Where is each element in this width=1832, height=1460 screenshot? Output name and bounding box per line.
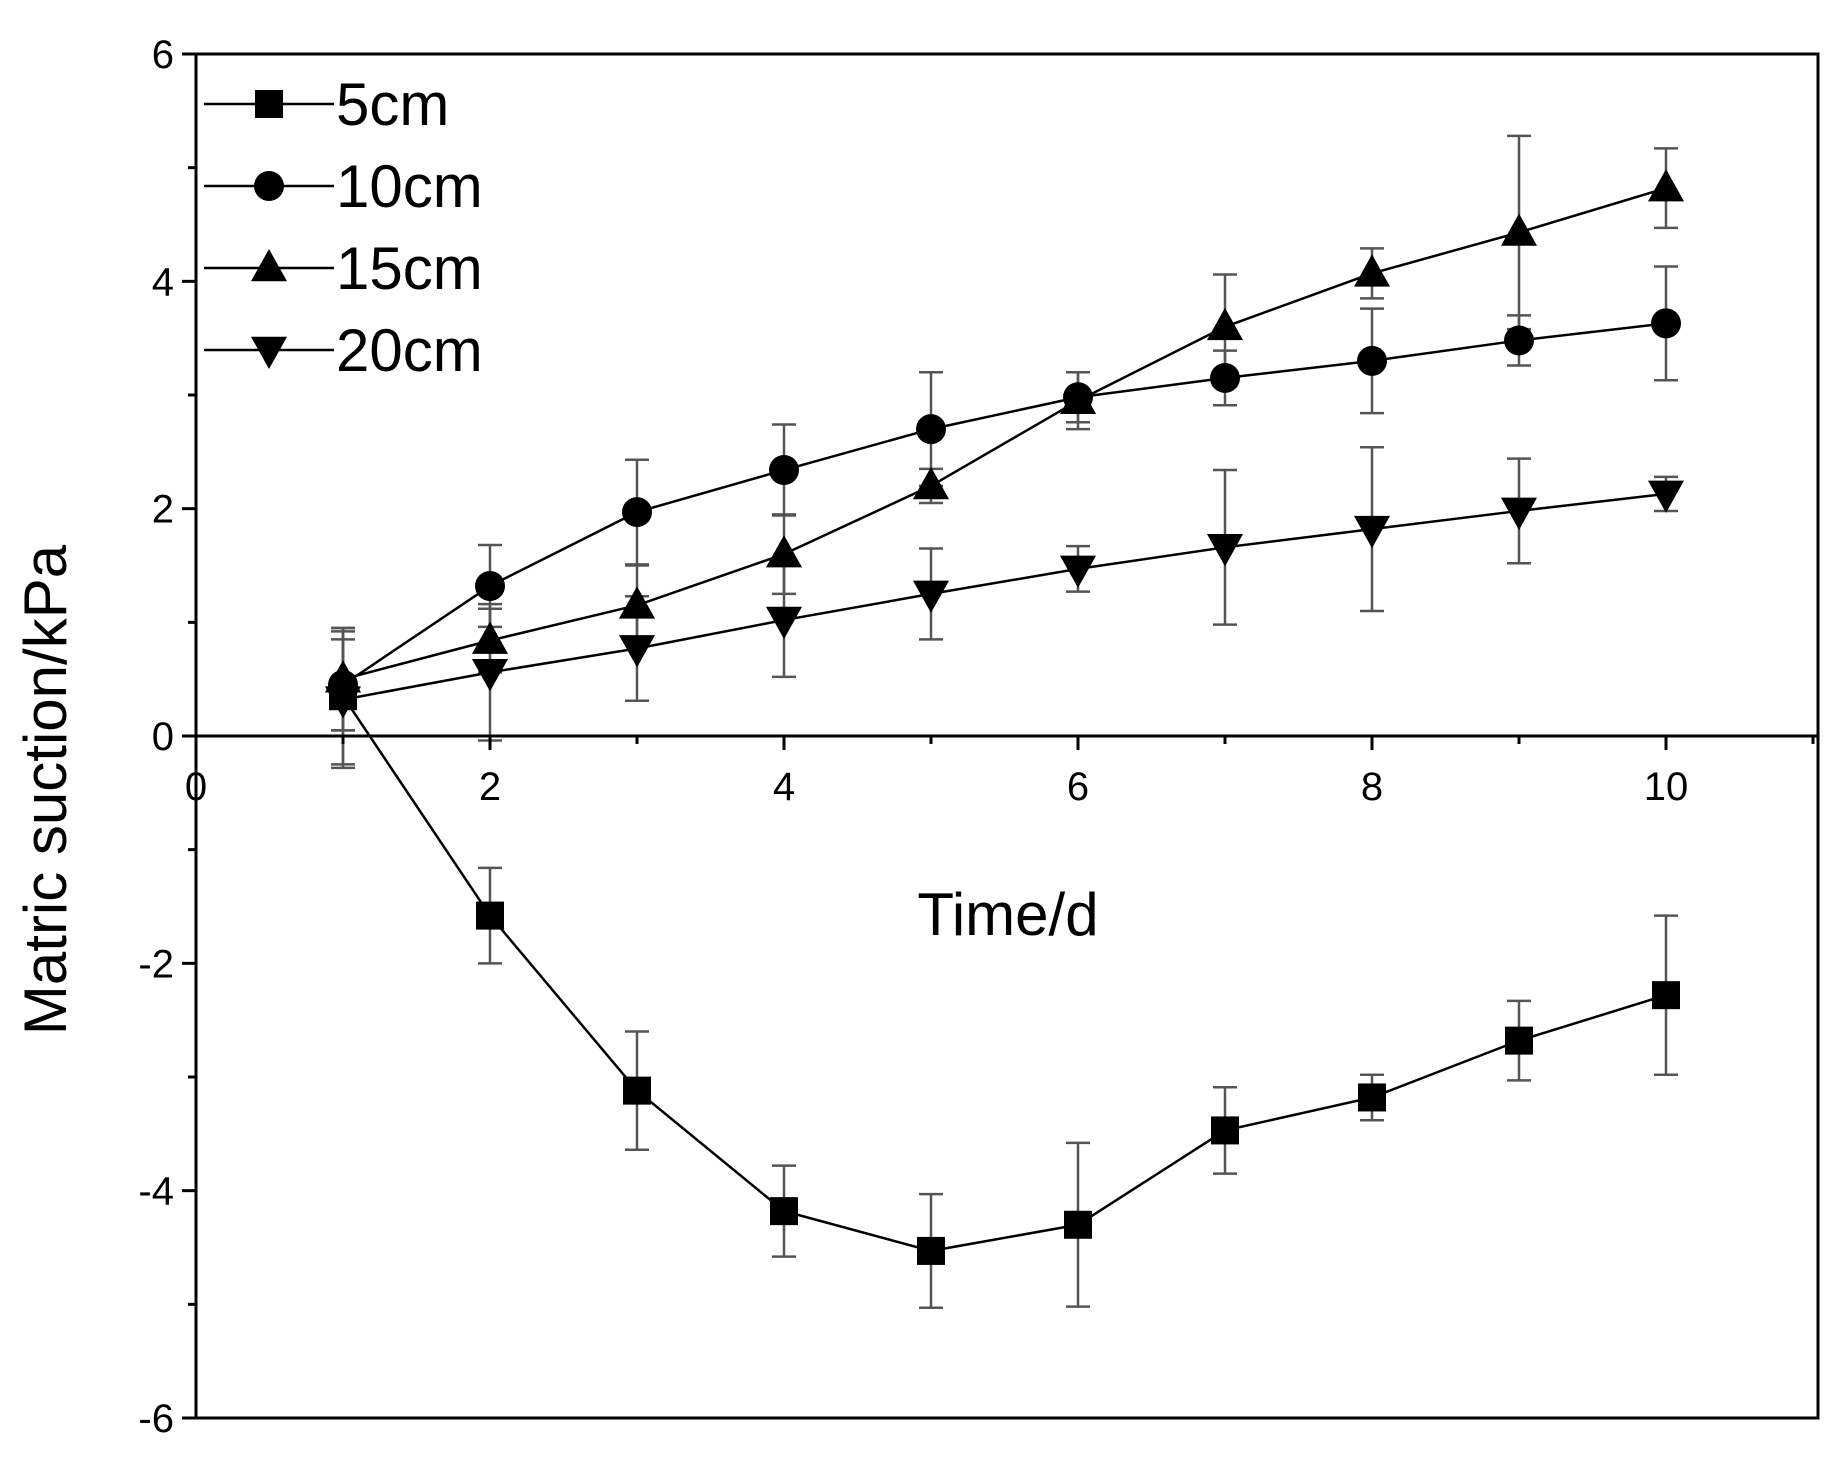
data-point-20cm: [324, 686, 362, 719]
data-point-20cm: [1500, 497, 1538, 530]
x-tick-label: 0: [185, 765, 207, 809]
y-tick-label: 6: [152, 33, 174, 77]
data-point-5cm: [770, 1197, 798, 1226]
data-point-20cm: [1059, 555, 1097, 588]
legend-marker-15cm: [250, 249, 288, 282]
data-point-10cm: [622, 497, 652, 528]
series-line-10cm: [342, 322, 1667, 686]
data-point-20cm: [765, 606, 803, 640]
data-point-20cm: [618, 635, 656, 668]
data-point-5cm: [1505, 1026, 1533, 1055]
data-point-15cm: [1059, 381, 1097, 414]
x-tick-label: 4: [773, 765, 795, 809]
data-point-5cm: [476, 901, 504, 930]
data-point-10cm: [769, 455, 799, 486]
x-tick-label: 6: [1067, 765, 1089, 809]
y-tick-label: 0: [152, 715, 174, 759]
data-point-15cm: [1353, 254, 1391, 287]
data-point-10cm: [916, 414, 946, 445]
axis-ticks: 6 4 2 0 -2 -4 -6 0 2 4 6 8 10: [138, 33, 1815, 1441]
data-point-15cm: [471, 621, 509, 654]
data-point-10cm: [1357, 345, 1387, 376]
series-line-20cm: [342, 492, 1667, 701]
data-point-15cm: [1647, 169, 1685, 202]
data-point-15cm: [1206, 307, 1244, 341]
data-point-20cm: [1353, 515, 1391, 549]
y-tick-label: 4: [152, 260, 174, 304]
data-point-5cm: [1652, 981, 1680, 1010]
error-bars: [331, 134, 1678, 1309]
data-point-5cm: [1358, 1083, 1386, 1112]
x-tick-label: 2: [479, 765, 501, 809]
data-point-15cm: [324, 660, 362, 693]
legend: 5cm 10cm 15cm 20cm: [204, 71, 483, 384]
series-lines: [341, 186, 1667, 1253]
legend-marker-20cm: [250, 336, 288, 369]
legend-label: 15cm: [336, 235, 483, 302]
x-tick-label: 8: [1361, 765, 1383, 809]
series-markers: [324, 169, 1685, 1265]
data-point-5cm: [623, 1076, 651, 1105]
data-point-20cm: [912, 580, 950, 613]
series-line-5cm: [341, 695, 1667, 1253]
legend-label: 20cm: [336, 317, 483, 384]
data-point-10cm: [1504, 325, 1534, 356]
x-axis-title: Time/d: [917, 881, 1098, 948]
data-point-15cm: [912, 466, 950, 500]
data-point-5cm: [1211, 1116, 1239, 1145]
data-point-5cm: [1064, 1210, 1092, 1239]
y-tick-label: -4: [138, 1170, 174, 1214]
data-point-15cm: [618, 586, 656, 619]
data-point-20cm: [1206, 534, 1244, 567]
data-point-15cm: [765, 535, 803, 568]
y-tick-label: 2: [152, 488, 174, 532]
data-point-10cm: [1651, 308, 1681, 339]
legend-label: 10cm: [336, 153, 483, 220]
data-point-20cm: [1647, 480, 1685, 513]
series-line-15cm: [342, 186, 1667, 681]
x-tick-label: 10: [1644, 765, 1689, 809]
legend-label: 5cm: [336, 71, 449, 138]
data-point-10cm: [1210, 362, 1240, 393]
y-tick-label: -2: [138, 942, 174, 986]
y-axis-title: Matric suction/kPa: [12, 544, 79, 1035]
data-point-10cm: [475, 570, 505, 601]
legend-marker-10cm: [254, 171, 284, 201]
y-tick-label: -6: [138, 1397, 174, 1441]
data-point-20cm: [471, 659, 509, 692]
legend-marker-5cm: [255, 90, 283, 118]
data-point-5cm: [917, 1236, 945, 1265]
data-point-15cm: [1500, 213, 1538, 246]
